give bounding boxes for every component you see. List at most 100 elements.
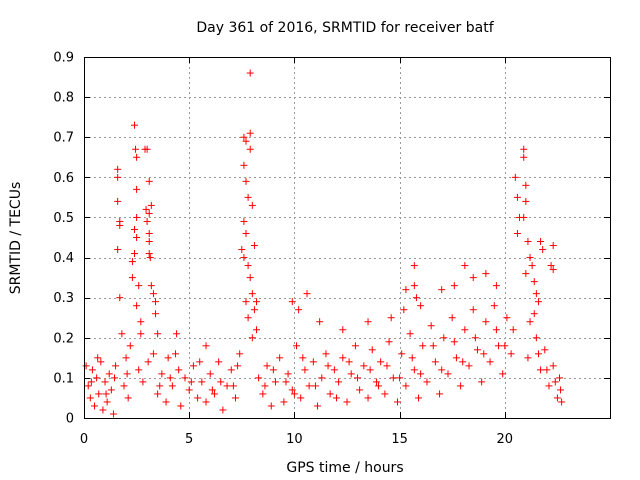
- data-point: [267, 402, 275, 410]
- data-point: [396, 374, 404, 382]
- data-point: [522, 181, 530, 189]
- data-point: [314, 402, 322, 410]
- data-point: [492, 326, 500, 334]
- data-point: [122, 354, 130, 362]
- data-point: [490, 302, 498, 310]
- data-point: [130, 121, 138, 129]
- data-point: [86, 394, 94, 402]
- data-point: [520, 145, 528, 153]
- data-point: [253, 298, 261, 306]
- data-point: [246, 145, 254, 153]
- data-point: [339, 326, 347, 334]
- data-point: [530, 310, 538, 318]
- data-point: [223, 382, 231, 390]
- data-point: [276, 354, 284, 362]
- data-point: [375, 382, 383, 390]
- data-point: [311, 382, 319, 390]
- data-point: [417, 370, 425, 378]
- data-point: [412, 294, 420, 302]
- data-point: [322, 350, 330, 358]
- data-point: [534, 350, 542, 358]
- data-point: [152, 310, 160, 318]
- data-point: [530, 278, 538, 286]
- data-point: [509, 326, 517, 334]
- plot-frame: [84, 57, 611, 419]
- data-point: [465, 362, 473, 370]
- data-point: [438, 366, 446, 374]
- data-point: [492, 282, 500, 290]
- data-point: [91, 402, 99, 410]
- data-point: [501, 342, 509, 350]
- data-point: [253, 326, 261, 334]
- data-point: [364, 318, 372, 326]
- data-point: [450, 338, 458, 346]
- data-point: [366, 366, 374, 374]
- data-point: [551, 378, 559, 386]
- data-point: [324, 362, 332, 370]
- data-point: [461, 326, 469, 334]
- data-point: [503, 314, 511, 322]
- data-point: [406, 330, 414, 338]
- data-point: [381, 390, 389, 398]
- data-point: [231, 394, 239, 402]
- data-point: [520, 213, 528, 221]
- data-point: [297, 394, 305, 402]
- data-point: [219, 406, 227, 414]
- data-point: [234, 362, 242, 370]
- data-point: [345, 358, 353, 366]
- data-point: [557, 386, 565, 394]
- data-point: [97, 358, 105, 366]
- y-tick-label-9: 0.9: [53, 51, 74, 66]
- data-point: [175, 366, 183, 374]
- data-point: [532, 290, 540, 298]
- data-point: [145, 238, 153, 246]
- data-point: [539, 246, 547, 254]
- data-point: [393, 398, 401, 406]
- data-point: [244, 193, 252, 201]
- data-point: [469, 274, 477, 282]
- data-point: [398, 350, 406, 358]
- data-point: [133, 153, 141, 161]
- data-point: [436, 390, 444, 398]
- data-point: [415, 394, 423, 402]
- data-point: [202, 398, 210, 406]
- data-point: [288, 386, 296, 394]
- data-point: [215, 358, 223, 366]
- data-point: [520, 153, 528, 161]
- data-point: [238, 246, 246, 254]
- data-point: [419, 342, 427, 350]
- data-point: [471, 334, 479, 342]
- data-point: [250, 306, 258, 314]
- data-point: [330, 366, 338, 374]
- data-point: [534, 298, 542, 306]
- data-point: [473, 346, 481, 354]
- data-point: [347, 370, 355, 378]
- data-point: [295, 306, 303, 314]
- data-point: [402, 286, 410, 294]
- data-point: [103, 398, 111, 406]
- data-point: [263, 362, 271, 370]
- data-point: [94, 354, 102, 362]
- data-point: [240, 217, 248, 225]
- data-point: [486, 358, 494, 366]
- data-point: [248, 334, 256, 342]
- data-point: [356, 386, 364, 394]
- data-point: [526, 254, 534, 262]
- data-point: [293, 342, 301, 350]
- data-point: [261, 382, 269, 390]
- data-point: [410, 366, 418, 374]
- data-point: [116, 294, 124, 302]
- data-point: [173, 330, 181, 338]
- data-point: [210, 390, 218, 398]
- data-point: [95, 390, 103, 398]
- data-point: [360, 362, 368, 370]
- data-point: [410, 262, 418, 270]
- data-point: [158, 370, 166, 378]
- data-point: [431, 358, 439, 366]
- data-point: [372, 378, 380, 386]
- data-point: [452, 354, 460, 362]
- data-point: [130, 250, 138, 258]
- data-point: [146, 254, 154, 262]
- data-point: [154, 330, 162, 338]
- data-point: [543, 366, 551, 374]
